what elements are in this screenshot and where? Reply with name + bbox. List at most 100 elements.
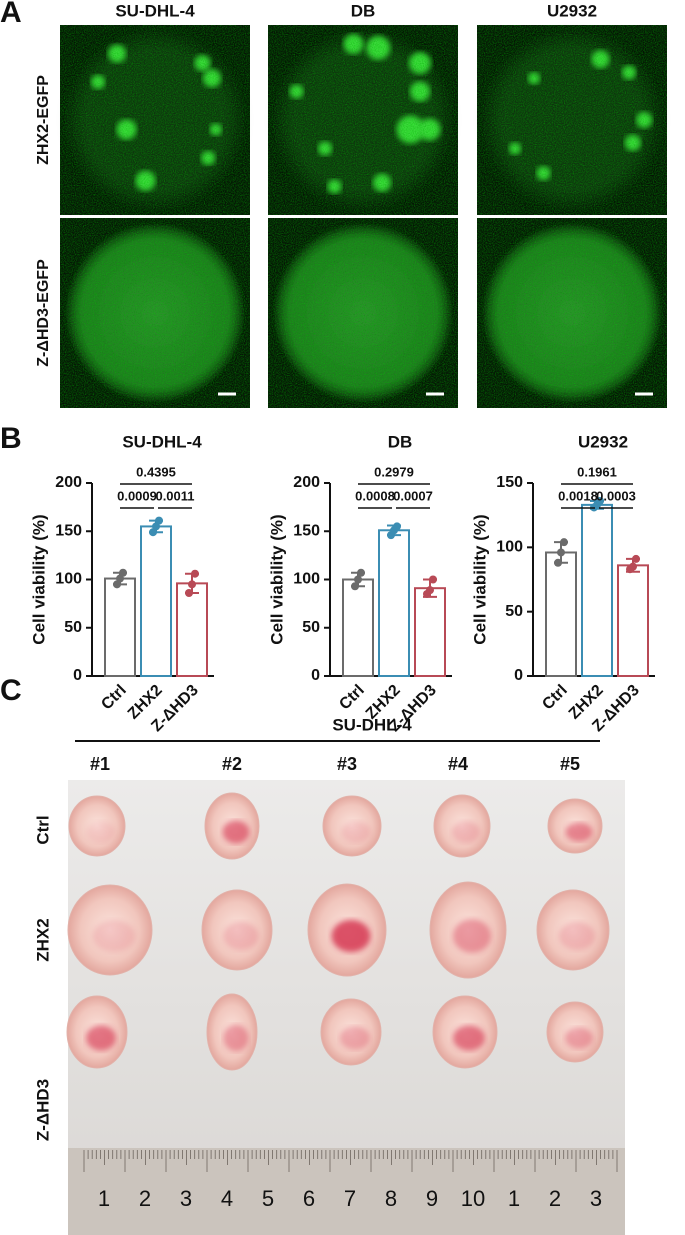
column-header: DB (351, 1, 376, 20)
y-tick-label: 0 (514, 667, 523, 684)
noise (477, 25, 667, 215)
data-point (185, 589, 193, 598)
ruler-number: 1 (98, 1186, 110, 1211)
chart-title: SU-DHL-4 (122, 432, 202, 451)
data-point (426, 586, 434, 595)
micrograph (60, 25, 250, 215)
tumor-hemorrhage (340, 1026, 370, 1050)
bar (414, 587, 446, 677)
p-value: 0.4395 (136, 464, 176, 479)
data-point (357, 568, 365, 577)
data-point (188, 580, 196, 589)
row-label: ZHX2-EGFP (35, 75, 52, 165)
p-value: 0.0009 (117, 488, 157, 503)
p-value: 0.0008 (355, 488, 395, 503)
p-value: 0.0011 (155, 488, 194, 503)
ruler-number: 4 (221, 1186, 233, 1211)
p-value: 0.0018 (558, 488, 598, 503)
data-point (191, 569, 199, 578)
bar (342, 578, 374, 677)
ruler-number: 3 (590, 1186, 602, 1211)
data-point (155, 516, 163, 525)
y-tick-label: 200 (293, 474, 320, 491)
ruler-number: 5 (262, 1186, 274, 1211)
tumor-hemorrhage (223, 922, 259, 950)
micrograph (477, 25, 667, 215)
ruler-number: 9 (426, 1186, 438, 1211)
y-axis-label: Cell viability (%) (470, 514, 489, 644)
y-tick-label: 50 (505, 603, 523, 620)
micrograph (268, 218, 458, 408)
y-tick-label: 150 (55, 522, 82, 539)
tumor-hemorrhage (86, 1025, 116, 1051)
p-value: 0.1961 (577, 464, 617, 479)
chart-title: U2932 (578, 432, 628, 451)
ruler-number: 6 (303, 1186, 315, 1211)
tumor-hemorrhage (453, 919, 491, 953)
panel-label: C (0, 674, 22, 707)
noise (268, 25, 458, 215)
data-point (393, 522, 401, 531)
data-point (429, 575, 437, 584)
bar (581, 503, 613, 677)
x-tick-label: Ctrl (336, 682, 368, 714)
data-point (119, 568, 127, 577)
bar (140, 525, 172, 677)
ruler-number: 7 (344, 1186, 356, 1211)
y-axis-label: Cell viability (%) (267, 514, 286, 644)
tumor-hemorrhage (452, 821, 480, 843)
micrograph (60, 218, 250, 408)
column-label: #2 (222, 754, 242, 774)
ruler-number: 10 (461, 1186, 485, 1211)
y-tick-label: 150 (293, 522, 320, 539)
chart-title: DB (388, 432, 413, 451)
p-value: 0.0007 (393, 488, 433, 503)
tumor-hemorrhage (559, 922, 595, 950)
panel-label: A (0, 0, 22, 29)
x-tick-label: Ctrl (539, 682, 571, 714)
ruler-number: 3 (180, 1186, 192, 1211)
y-tick-label: 50 (64, 619, 82, 636)
ruler-number: 1 (508, 1186, 520, 1211)
column-label: #3 (337, 754, 357, 774)
data-point (557, 548, 565, 557)
panel-label: B (0, 422, 22, 455)
y-tick-label: 0 (73, 667, 82, 684)
ruler (68, 1148, 625, 1235)
micrograph (268, 25, 458, 215)
data-point (629, 562, 637, 571)
y-tick-label: 50 (302, 619, 320, 636)
bar (378, 529, 410, 677)
bar (176, 582, 208, 677)
tumor-hemorrhage (331, 919, 371, 953)
row-label: Ctrl (33, 815, 52, 844)
noise (60, 25, 250, 215)
noise (60, 218, 250, 408)
panel-c-title: SU-DHL-4 (332, 715, 412, 734)
x-tick-label: Ctrl (98, 682, 130, 714)
column-label: #4 (448, 754, 468, 774)
data-point (354, 575, 362, 584)
bar (617, 564, 649, 678)
ruler-number: 2 (139, 1186, 151, 1211)
column-label: #5 (560, 754, 580, 774)
row-label: Z-ΔHD3-EGFP (35, 259, 52, 367)
bar (545, 551, 577, 677)
bar (104, 577, 136, 677)
micrograph (477, 218, 667, 408)
data-point (554, 558, 562, 567)
tumor-hemorrhage (223, 1024, 249, 1052)
row-label: ZHX2 (33, 918, 52, 961)
ruler-number: 2 (549, 1186, 561, 1211)
tumor-hemorrhage (565, 822, 593, 842)
y-tick-label: 100 (55, 571, 82, 588)
y-tick-label: 100 (293, 571, 320, 588)
noise (477, 218, 667, 408)
p-value: 0.0003 (596, 488, 636, 503)
p-value: 0.2979 (374, 464, 414, 479)
column-header: U2932 (547, 1, 597, 20)
data-point (560, 538, 568, 547)
tumor-hemorrhage (565, 1027, 593, 1049)
noise (268, 218, 458, 408)
row-label: Z-ΔHD3 (33, 1079, 52, 1141)
